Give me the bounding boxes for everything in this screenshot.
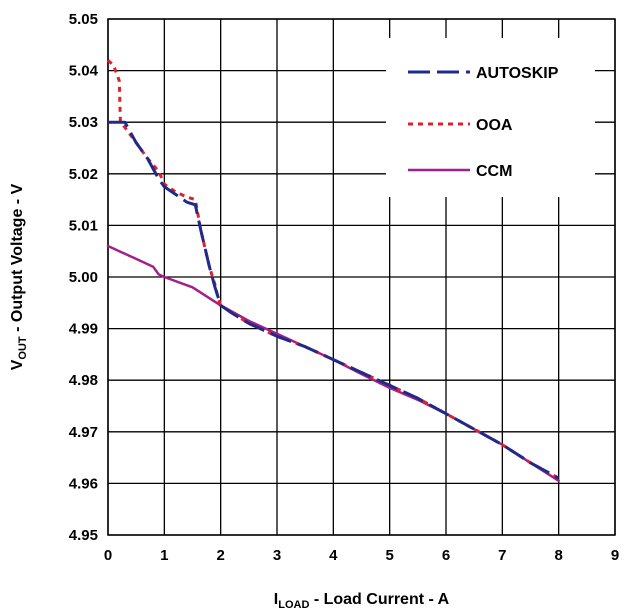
- x-tick-labels: 0 1 2 3 4 5 6 7 8 9: [104, 547, 619, 564]
- x-tick-label: 6: [442, 547, 450, 564]
- legend-label-autoskip: AUTOSKIP: [476, 65, 559, 82]
- x-axis-label-main: I: [274, 591, 278, 608]
- legend: AUTOSKIP OOA CCM: [386, 38, 595, 197]
- x-tick-label: 1: [160, 547, 168, 564]
- x-axis-label-subscript: LOAD: [278, 599, 309, 611]
- y-tick-label: 4.95: [69, 527, 98, 544]
- y-tick-label: 5.01: [69, 217, 98, 234]
- x-tick-label: 8: [554, 547, 562, 564]
- y-axis-label-rest: - Output Voltage - V: [9, 183, 26, 336]
- y-tick-label: 5.04: [69, 63, 99, 80]
- x-tick-label: 4: [329, 547, 338, 564]
- legend-label-ccm: CCM: [476, 163, 512, 180]
- plot-frame: [107, 18, 616, 536]
- y-tick-label: 4.97: [69, 424, 98, 441]
- x-axis-label-rest: - Load Current - A: [309, 591, 449, 608]
- y-tick-label: 4.99: [69, 321, 98, 338]
- y-tick-labels: 4.95 4.96 4.97 4.98 4.99 5.00 5.01 5.02 5.03 5.04…: [69, 11, 99, 544]
- series-line-autoskip: [108, 120, 560, 480]
- series-lines: [106, 59, 560, 483]
- y-axis-label: VOUT - Output Voltage - V: [9, 183, 29, 370]
- x-tick-label: 7: [498, 547, 506, 564]
- y-axis-label-main: V: [9, 359, 26, 370]
- x-tick-label: 5: [385, 547, 393, 564]
- y-tick-label: 4.98: [69, 372, 98, 389]
- y-tick-label: 5.00: [69, 269, 98, 286]
- x-tick-label: 0: [104, 547, 112, 564]
- x-axis-label: ILOAD - Load Current - A: [274, 591, 450, 611]
- x-tick-label: 3: [273, 547, 281, 564]
- y-tick-label: 5.03: [69, 114, 98, 131]
- x-tick-label: 9: [611, 547, 619, 564]
- y-axis-label-subscript: OUT: [17, 336, 29, 360]
- x-tick-label: 2: [216, 547, 224, 564]
- legend-label-ooa: OOA: [476, 117, 513, 134]
- y-tick-label: 5.02: [69, 166, 98, 183]
- y-tick-label: 5.05: [69, 11, 98, 28]
- y-tick-label: 4.96: [69, 475, 98, 492]
